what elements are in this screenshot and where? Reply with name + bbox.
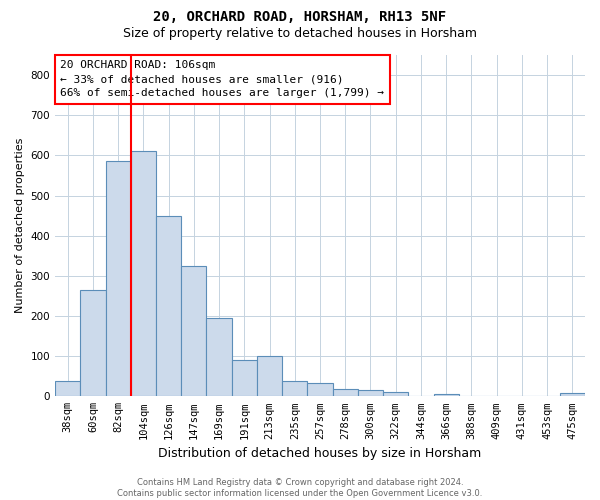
Bar	[232, 360, 257, 397]
Bar	[282, 381, 307, 396]
Bar	[307, 383, 332, 396]
X-axis label: Distribution of detached houses by size in Horsham: Distribution of detached houses by size …	[158, 447, 482, 460]
Bar	[55, 381, 80, 396]
Y-axis label: Number of detached properties: Number of detached properties	[15, 138, 25, 314]
Bar	[257, 356, 282, 397]
Text: 20 ORCHARD ROAD: 106sqm
← 33% of detached houses are smaller (916)
66% of semi-d: 20 ORCHARD ROAD: 106sqm ← 33% of detache…	[61, 60, 385, 98]
Bar	[181, 266, 206, 396]
Bar	[332, 390, 358, 396]
Bar	[383, 392, 409, 396]
Bar	[80, 290, 106, 397]
Bar	[106, 162, 131, 396]
Bar	[560, 394, 585, 396]
Bar	[156, 216, 181, 396]
Text: Size of property relative to detached houses in Horsham: Size of property relative to detached ho…	[123, 28, 477, 40]
Bar	[206, 318, 232, 396]
Bar	[434, 394, 459, 396]
Bar	[358, 390, 383, 396]
Bar	[131, 152, 156, 396]
Text: Contains HM Land Registry data © Crown copyright and database right 2024.
Contai: Contains HM Land Registry data © Crown c…	[118, 478, 482, 498]
Text: 20, ORCHARD ROAD, HORSHAM, RH13 5NF: 20, ORCHARD ROAD, HORSHAM, RH13 5NF	[154, 10, 446, 24]
